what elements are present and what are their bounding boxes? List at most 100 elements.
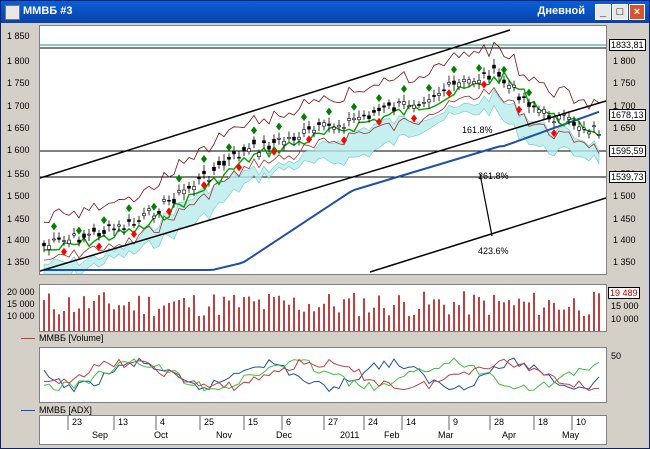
fib-label: 261.8% — [478, 171, 509, 181]
candle-body — [317, 122, 321, 125]
volume-bar — [483, 300, 485, 331]
ema-line — [44, 70, 600, 251]
adx-tick: 50 — [611, 351, 622, 361]
volume-bar — [183, 297, 185, 331]
candle-body — [82, 233, 86, 238]
candle-body — [472, 81, 476, 85]
candle-body — [147, 208, 151, 211]
adx-chart — [43, 357, 600, 393]
price-right-tick: 1 800 — [613, 56, 636, 66]
period-label[interactable]: Дневной — [537, 5, 586, 17]
candle-body — [532, 105, 536, 108]
price-right-tick: 1 400 — [613, 235, 636, 245]
up-marker — [526, 88, 532, 97]
candle-body — [387, 102, 391, 106]
volume-bar — [98, 295, 100, 331]
day-label: 6 — [286, 417, 291, 427]
volume-bar — [48, 293, 50, 331]
down-marker — [236, 163, 242, 172]
volume-bar — [68, 297, 70, 331]
volume-bar — [203, 315, 205, 331]
candle-body — [447, 82, 451, 85]
month-label: Apr — [502, 430, 516, 440]
candle-body — [537, 109, 541, 113]
volume-pane[interactable] — [39, 284, 607, 332]
volume-bar — [363, 298, 365, 331]
up-marker — [251, 126, 257, 135]
candle-body — [382, 105, 386, 108]
candle-body — [572, 121, 576, 126]
day-label: 25 — [204, 417, 214, 427]
candle-body — [432, 95, 436, 97]
candle-body — [422, 102, 426, 104]
candle-body — [577, 126, 581, 131]
down-marker — [306, 135, 312, 144]
up-marker — [76, 226, 82, 235]
vol-tick: 10 000 — [7, 311, 35, 321]
volume-bar — [218, 314, 220, 331]
volume-bar — [398, 295, 400, 331]
down-marker — [201, 181, 207, 190]
candle-body — [177, 190, 181, 193]
volume-bar — [128, 301, 130, 331]
candle-body — [297, 137, 301, 140]
volume-bar — [523, 301, 525, 331]
up-marker — [301, 113, 307, 122]
up-marker — [501, 65, 507, 74]
candle-body — [197, 177, 201, 180]
candle-body — [367, 115, 371, 119]
candle-body — [322, 122, 326, 127]
volume-bar — [488, 314, 490, 331]
candle-body — [332, 126, 336, 130]
volume-bar — [473, 294, 475, 331]
candle-body — [442, 89, 446, 92]
adx-line — [43, 358, 600, 392]
candle-body — [587, 131, 591, 135]
volume-bar — [153, 315, 155, 331]
volume-bar — [158, 308, 160, 331]
volume-bar — [468, 314, 470, 331]
volume-bar — [93, 300, 95, 331]
volume-bar — [173, 301, 175, 331]
month-label: Nov — [216, 430, 233, 440]
candle-body — [337, 124, 341, 128]
price-tick: 1 500 — [7, 191, 30, 201]
candle-body — [87, 233, 91, 236]
minimize-button[interactable]: _ — [595, 4, 611, 20]
price-right-tick: 1 350 — [613, 257, 636, 267]
title-bar[interactable]: ММВБ #3 Дневной _ □ × — [1, 1, 649, 23]
day-label: 27 — [328, 417, 338, 427]
candle-body — [342, 127, 346, 129]
candle-body — [307, 126, 311, 130]
candle-body — [62, 240, 66, 242]
volume-bar — [83, 296, 85, 331]
down-marker — [96, 242, 102, 251]
candle-body — [242, 146, 246, 151]
vol-right-tick: 10 000 — [611, 314, 639, 324]
volume-bar — [138, 295, 140, 331]
candle-body — [92, 227, 96, 232]
volume-bar — [298, 309, 300, 331]
candle-body — [222, 160, 226, 166]
candle-body — [347, 118, 351, 121]
candle-body — [282, 140, 286, 146]
trend-channel-line — [40, 100, 606, 272]
up-marker — [201, 155, 207, 164]
down-marker — [481, 80, 487, 89]
volume-bar — [348, 298, 350, 331]
close-button[interactable]: × — [629, 4, 645, 20]
candle-body — [357, 117, 361, 121]
price-pane[interactable]: 161.8% 261.8% 423.6% — [39, 25, 607, 275]
volume-bar — [343, 299, 345, 331]
maximize-button[interactable]: □ — [612, 4, 628, 20]
volume-bar — [503, 302, 505, 331]
candle-body — [327, 123, 331, 126]
candle-body — [277, 138, 281, 140]
adx-pane[interactable] — [39, 347, 607, 403]
candle-body — [552, 121, 556, 124]
volume-bar — [498, 301, 500, 331]
volume-bar — [558, 309, 560, 331]
volume-bar — [508, 300, 510, 331]
candle-body — [352, 117, 356, 121]
down-marker — [341, 136, 347, 145]
